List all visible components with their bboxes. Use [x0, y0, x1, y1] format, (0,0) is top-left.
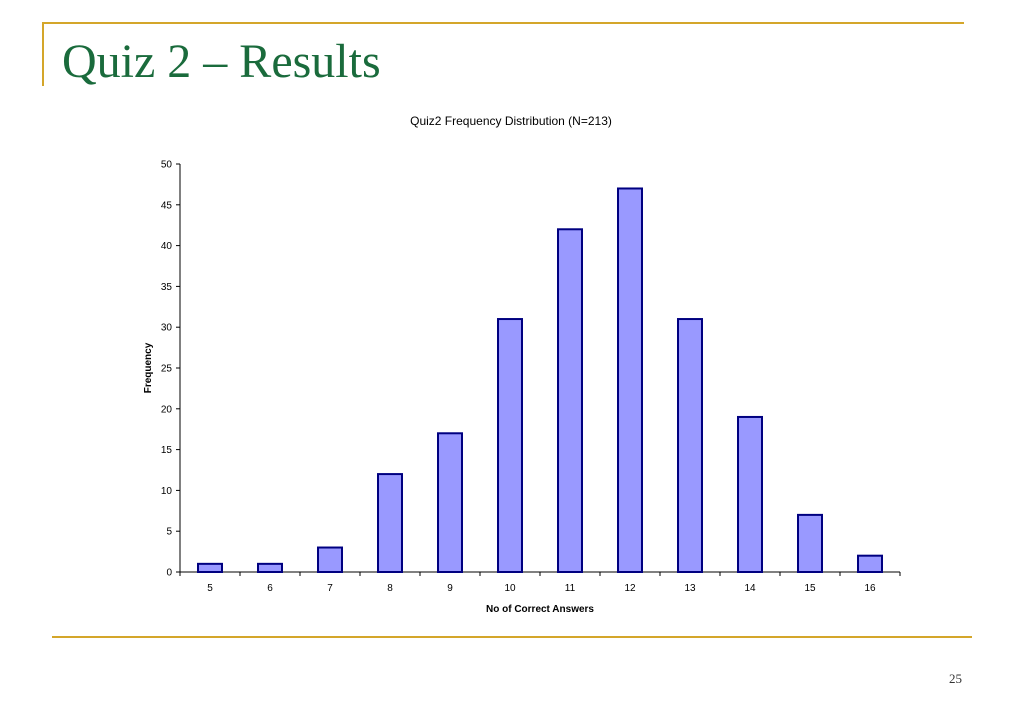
x-tick-label: 10	[504, 583, 516, 594]
bar-11	[557, 228, 583, 573]
x-tick-label: 7	[327, 583, 333, 594]
bar-16	[857, 554, 883, 573]
bar-13	[677, 318, 703, 574]
bar-8	[377, 473, 403, 573]
y-tick-label: 30	[161, 323, 173, 334]
x-axis-label: No of Correct Answers	[486, 604, 594, 615]
x-tick-label: 6	[267, 583, 273, 594]
chart-title: Quiz2 Frequency Distribution (N=213)	[410, 114, 612, 128]
x-tick-label: 11	[565, 583, 576, 594]
page-number: 25	[949, 671, 962, 686]
bar-12	[617, 187, 643, 573]
x-tick-label: 9	[447, 583, 453, 594]
bar-5	[197, 562, 223, 574]
bar-14	[737, 415, 763, 573]
bar-9	[437, 432, 463, 573]
bar-7	[317, 546, 343, 574]
bottom-accent-rule	[52, 636, 972, 638]
y-axis-label: Frequency	[143, 342, 154, 393]
x-tick-label: 13	[684, 583, 696, 594]
y-tick-label: 15	[161, 445, 173, 456]
x-tick-label: 15	[804, 583, 816, 594]
x-tick-label: 5	[207, 583, 213, 594]
x-tick-label: 14	[744, 583, 756, 594]
y-tick-label: 50	[161, 160, 173, 171]
y-tick-label: 40	[161, 241, 173, 252]
x-tick-label: 16	[864, 583, 876, 594]
bar-15	[797, 513, 823, 574]
top-accent-rule	[42, 22, 964, 24]
x-tick-label: 8	[387, 583, 393, 594]
y-tick-label: 45	[161, 200, 173, 211]
bar-10	[497, 318, 523, 574]
y-tick-label: 25	[161, 364, 173, 375]
bar-6	[257, 562, 283, 574]
y-tick-label: 0	[166, 568, 172, 579]
slide-title: Quiz 2 – Results	[62, 35, 381, 88]
x-tick-label: 12	[624, 583, 636, 594]
y-tick-label: 10	[161, 486, 173, 497]
y-tick-label: 20	[161, 404, 173, 415]
y-tick-label: 35	[161, 282, 173, 293]
left-accent-rule	[42, 22, 44, 86]
y-tick-label: 5	[166, 527, 172, 538]
